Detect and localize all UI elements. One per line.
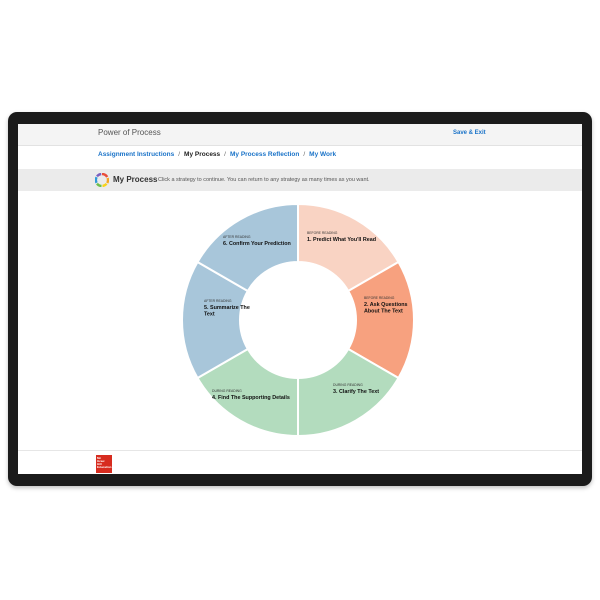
breadcrumb-separator: /: [303, 151, 306, 158]
breadcrumb-assignment-instructions[interactable]: Assignment Instructions: [98, 151, 175, 158]
strategy-confirm-segment[interactable]: AFTER READING 6. Confirm Your Prediction: [196, 202, 299, 293]
app-title: Power of Process: [98, 128, 161, 137]
breadcrumb-my-process: My Process: [184, 151, 221, 158]
footer-divider: [18, 450, 582, 451]
strategy-title-label: 2. Ask Questions: [364, 302, 408, 308]
strategy-title-label: 3. Clarify The Text: [333, 389, 379, 395]
strategy-title-label: 5. Summarize The: [204, 305, 250, 311]
strategy-phase-label: BEFORE READING: [364, 296, 395, 300]
breadcrumb-my-work[interactable]: My Work: [309, 151, 337, 158]
brand-logo-text: Education: [97, 465, 112, 469]
brand-logo-text: Mc: [97, 456, 102, 460]
process-wheel: BEFORE READING 1. Predict What You'll Rea…: [181, 202, 415, 438]
breadcrumb-my-process-reflection[interactable]: My Process Reflection: [229, 151, 300, 158]
strategy-phase-label: DURING READING: [212, 389, 242, 393]
strategy-title-label: Text: [204, 312, 215, 318]
strategy-title-label: 4. Find The Supporting Details: [212, 395, 290, 401]
section-title: My Process: [113, 175, 158, 184]
section-instruction: Click a strategy to continue. You can re…: [158, 177, 370, 183]
brand-logo-text: Graw: [97, 459, 105, 463]
section-header: My Process Click a strategy to continue.…: [18, 169, 582, 191]
publisher-logo-icon: Mc Graw Hill Education: [96, 455, 112, 473]
brand-logo-text: Hill: [97, 462, 102, 466]
strategy-phase-label: AFTER READING: [223, 235, 251, 239]
strategy-phase-label: AFTER READING: [204, 299, 232, 303]
strategy-phase-label: DURING READING: [333, 383, 363, 387]
app-screen: Power of Process Save & Exit Assignment …: [18, 124, 582, 474]
strategy-title-label: About The Text: [364, 309, 403, 315]
strategy-phase-label: BEFORE READING: [307, 231, 338, 235]
strategy-title-label: 1. Predict What You'll Read: [307, 237, 376, 243]
strategy-segment-shape[interactable]: [196, 202, 299, 293]
save-exit-button[interactable]: Save & Exit: [453, 130, 486, 136]
breadcrumb: Assignment Instructions / My Process / My Pr…: [98, 151, 336, 158]
breadcrumb-separator: /: [178, 151, 181, 158]
strategy-title-label: 6. Confirm Your Prediction: [223, 241, 291, 247]
top-bar: Power of Process Save & Exit: [18, 124, 582, 146]
breadcrumb-separator: /: [224, 151, 226, 158]
process-cycle-icon: [95, 173, 109, 187]
